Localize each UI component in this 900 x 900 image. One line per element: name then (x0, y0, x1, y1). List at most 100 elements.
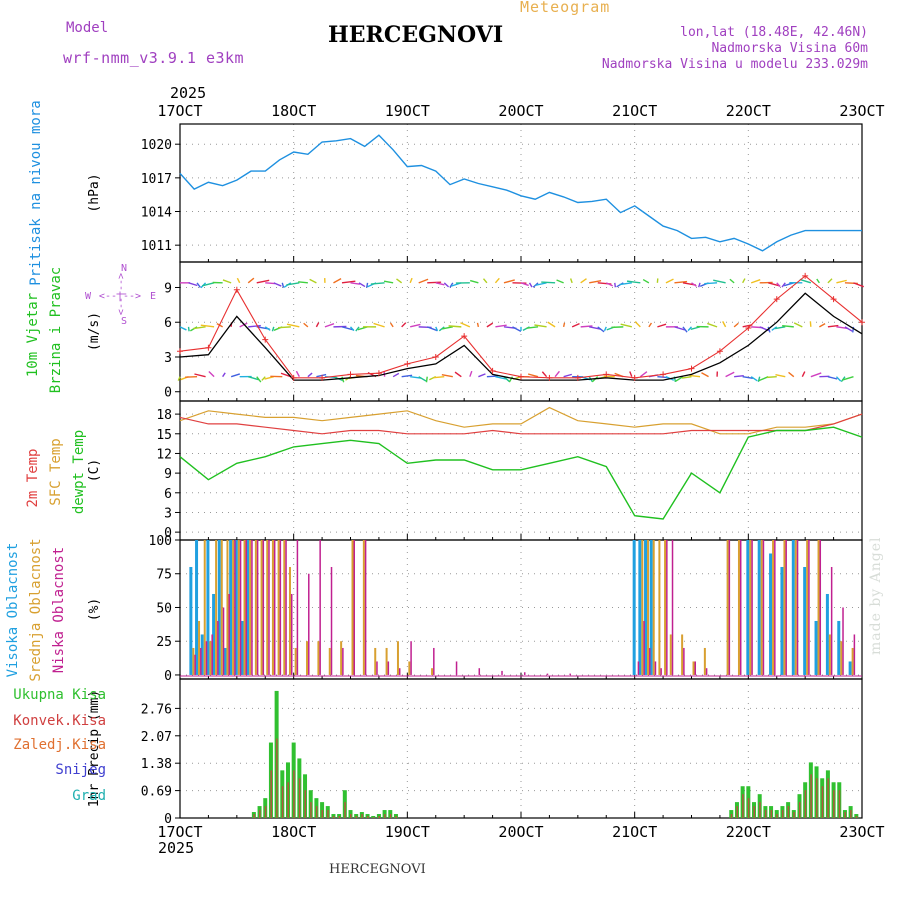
wind-barb (775, 373, 786, 378)
precip-conv-bar (355, 816, 358, 818)
precip-legend-label: Zaledj.Kisa (13, 737, 106, 753)
wind-barb (383, 280, 394, 284)
model-name: wrf-nmm_v3.9.1 e3km (63, 49, 245, 67)
x-tick-label-bottom: 21OCT (612, 823, 657, 841)
wind-barb (642, 278, 650, 284)
cloud-bar (340, 641, 343, 675)
wind-barb (494, 277, 500, 284)
cloud-bar (848, 661, 852, 675)
wind-barb (781, 282, 786, 288)
cloud-bar (217, 620, 219, 675)
wind-barb (750, 279, 761, 284)
cloud-bar (296, 540, 299, 675)
cloud-bar (234, 540, 238, 675)
x-tick-label-top: 23OCT (839, 102, 884, 120)
wind-gust-marker (802, 272, 809, 279)
precip-conv-bar (287, 782, 289, 818)
cloud-bar (203, 540, 206, 675)
cloud-bar (681, 634, 684, 675)
wind-barb (443, 282, 450, 288)
cloud-bar (364, 540, 367, 675)
model-elevation-label: Nadmorska Visina u modelu 233.029m (601, 57, 868, 72)
y-tick-label: 6 (164, 487, 172, 502)
compass-east-label: E (150, 291, 156, 302)
cloud-bar (739, 540, 742, 675)
wind-barb (248, 324, 261, 328)
wind-speed-line (179, 292, 863, 381)
y-tick-label: 0 (164, 526, 172, 541)
wind-barb (295, 370, 300, 378)
wind-barb (554, 370, 560, 378)
wind-barb (687, 326, 693, 332)
year-label-top: 2025 (170, 84, 207, 102)
cloud-bar (328, 647, 331, 675)
y-tick-label: 0 (164, 386, 172, 401)
precip-conv-bar (736, 806, 738, 818)
cloud-bar (228, 593, 230, 675)
cloud-bar (226, 540, 229, 675)
cloud-bar (387, 661, 390, 675)
cloud-bar (641, 540, 644, 675)
cloud-bar (237, 540, 240, 675)
wind-barb (508, 376, 514, 383)
precip-conv-bar (259, 810, 261, 818)
wind-barb (733, 322, 739, 328)
cloud-bar (217, 540, 221, 675)
wind-barb (341, 326, 354, 331)
wind-side-label: 10m Vjetar (25, 293, 41, 377)
wind-barb (495, 375, 507, 380)
cloud-bar (683, 647, 685, 675)
wind-barb (236, 277, 241, 284)
wind-barb (729, 278, 735, 284)
wind-barb (698, 282, 701, 288)
wind-barb (819, 322, 826, 328)
wind-barb (810, 372, 822, 378)
cloud-bar (262, 540, 265, 675)
wind-barb (441, 374, 453, 378)
cloud-bar (643, 620, 645, 675)
wind-barb (605, 282, 613, 287)
wind-barb (534, 324, 547, 328)
wind-barb (264, 326, 271, 331)
y-tick-label: 75 (156, 568, 172, 583)
precip-conv-bar (332, 816, 335, 818)
y-tick-label: 9 (164, 281, 172, 296)
wind-barb (324, 323, 335, 328)
y-tick-label: 1017 (141, 172, 172, 187)
model-label: Model (66, 20, 109, 36)
lonlat-label: lon,lat (18.48E, 42.46N) (680, 25, 868, 40)
precip-conv-bar (764, 810, 767, 818)
compass-ns-arrow: <--|--> (116, 273, 127, 315)
y-axis-label: (hPa) (87, 173, 102, 212)
wind-barb (569, 278, 573, 284)
precip-conv-bar (338, 816, 341, 818)
precip-conv-bar (276, 738, 278, 818)
wind-barb (396, 278, 403, 284)
cloud-bar (780, 566, 784, 675)
cloud-bar (806, 540, 809, 675)
y-tick-label: 2.07 (141, 730, 172, 745)
wind-gust-marker (603, 371, 610, 378)
wind-barb (373, 322, 385, 328)
precip-total-bar (371, 816, 376, 818)
cloud-bar (817, 540, 820, 675)
wind-barb (512, 326, 522, 332)
precip-conv-bar (787, 806, 790, 818)
wind-barb (603, 375, 615, 378)
precip-conv-bar (759, 802, 761, 818)
x-tick-label-bottom: 20OCT (498, 823, 543, 841)
cloud-bar (796, 540, 799, 675)
wind-barb (750, 376, 758, 382)
wind-gust-marker (347, 371, 354, 378)
cloud-bar (240, 620, 244, 675)
wind-barb (827, 278, 833, 284)
wind-barb (725, 371, 735, 378)
cloud-bar (279, 540, 282, 675)
precip-conv-bar (804, 790, 807, 818)
y-tick-label: 9 (164, 467, 172, 482)
precip-conv-bar (264, 806, 267, 818)
y-tick-label: 1020 (141, 138, 172, 153)
y-tick-label: 25 (156, 635, 172, 650)
cloud-bar (757, 540, 761, 675)
cloud-bar (638, 540, 642, 675)
